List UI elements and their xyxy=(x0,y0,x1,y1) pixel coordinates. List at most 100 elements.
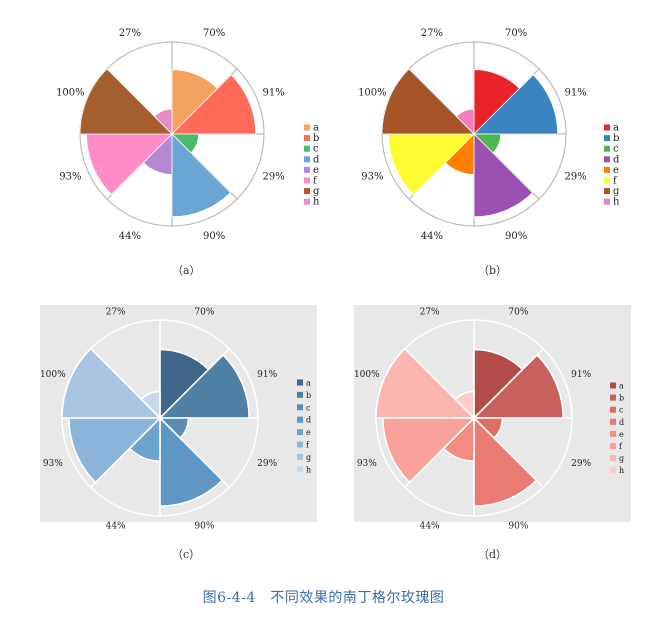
legend-label-d: d xyxy=(613,154,620,165)
legend-swatch-d xyxy=(297,416,303,423)
value-label-d: 90% xyxy=(194,522,214,532)
outer-ring-h xyxy=(403,319,475,420)
value-label-a: 70% xyxy=(505,28,527,39)
value-label-a: 70% xyxy=(203,28,225,39)
outer-ring-h xyxy=(408,41,475,136)
legend-label-d: d xyxy=(313,154,320,165)
legend-label-c: c xyxy=(313,144,319,155)
wedge-g xyxy=(61,347,162,419)
legend-swatch-e xyxy=(604,166,610,173)
value-label-f: 93% xyxy=(361,172,383,183)
legend-swatch-d xyxy=(610,418,616,425)
legend-swatch-c xyxy=(304,145,310,152)
legend-label-c: c xyxy=(306,403,311,412)
legend-label-d: d xyxy=(306,416,311,425)
legend-swatch-d xyxy=(604,156,610,163)
legend-label-c: c xyxy=(619,406,624,415)
legend-swatch-b xyxy=(610,394,616,401)
legend-swatch-f xyxy=(304,177,310,184)
value-label-d: 90% xyxy=(508,522,528,532)
wedge-g xyxy=(79,68,173,135)
panel-label-d: （d） xyxy=(478,548,508,561)
legend-swatch-g xyxy=(297,453,303,460)
wedge-h xyxy=(454,390,475,420)
legend-swatch-e xyxy=(304,166,310,173)
wedge-f xyxy=(86,133,173,196)
legend-label-a: a xyxy=(306,379,311,388)
value-label-c: 29% xyxy=(263,172,285,183)
wedge-h xyxy=(140,390,161,420)
value-label-b: 91% xyxy=(263,87,285,98)
panel-label-c: （c） xyxy=(172,548,201,561)
value-label-c: 29% xyxy=(565,172,587,183)
legend-swatch-b xyxy=(304,135,310,142)
legend-swatch-f xyxy=(297,441,303,448)
value-label-f: 93% xyxy=(43,459,63,469)
legend-label-g: g xyxy=(306,453,311,462)
legend-swatch-c xyxy=(604,145,610,152)
legend-label-g: g xyxy=(619,454,624,463)
legend-swatch-d xyxy=(304,156,310,163)
wedge-f xyxy=(382,417,476,484)
legend-label-f: f xyxy=(313,176,318,187)
value-label-f: 93% xyxy=(59,172,81,183)
legend-swatch-h xyxy=(610,467,616,474)
legend-label-h: h xyxy=(313,197,320,208)
wedge-g xyxy=(381,68,475,135)
legend-swatch-a xyxy=(610,382,616,389)
value-label-g: 100% xyxy=(354,370,380,380)
value-label-e: 44% xyxy=(420,522,440,532)
wedge-b xyxy=(171,74,257,135)
outer-ring-h xyxy=(106,41,173,136)
value-label-b: 91% xyxy=(257,370,277,380)
legend-label-e: e xyxy=(306,428,311,437)
value-label-a: 70% xyxy=(508,307,528,317)
legend-label-a: a xyxy=(613,123,619,134)
legend-swatch-g xyxy=(604,188,610,195)
value-label-g: 100% xyxy=(358,87,387,98)
wedge-f xyxy=(388,133,475,196)
wedge-g xyxy=(375,347,476,419)
legend-label-h: h xyxy=(613,197,620,208)
value-label-f: 93% xyxy=(357,459,377,469)
legend-label-f: f xyxy=(306,441,310,450)
legend-swatch-h xyxy=(604,198,610,205)
legend-swatch-g xyxy=(610,455,616,462)
legend-swatch-a xyxy=(304,124,310,131)
legend-swatch-a xyxy=(604,124,610,131)
outer-ring-c xyxy=(158,417,259,489)
legend-swatch-g xyxy=(304,188,310,195)
value-label-e: 44% xyxy=(421,231,443,242)
legend-swatch-e xyxy=(297,429,303,436)
wedge-d xyxy=(473,133,534,218)
value-label-h: 27% xyxy=(421,28,443,39)
wedge-d xyxy=(473,416,538,508)
outer-ring-c xyxy=(472,133,567,200)
legend-label-a: a xyxy=(619,382,624,391)
value-label-c: 29% xyxy=(257,459,277,469)
panel-label-b: （b） xyxy=(478,264,508,277)
value-label-g: 100% xyxy=(56,87,85,98)
legend-swatch-a xyxy=(297,379,303,386)
wedge-f xyxy=(68,417,162,484)
legend-swatch-b xyxy=(604,135,610,142)
legend-label-g: g xyxy=(313,186,320,197)
panel-label-a: （a） xyxy=(172,264,201,277)
value-label-a: 70% xyxy=(194,307,214,317)
outer-ring-c xyxy=(170,133,265,200)
value-label-h: 27% xyxy=(119,28,141,39)
legend-label-e: e xyxy=(619,430,624,439)
legend-label-b: b xyxy=(306,391,311,400)
legend-label-f: f xyxy=(619,442,623,451)
legend-swatch-h xyxy=(304,198,310,205)
value-label-d: 90% xyxy=(505,231,527,242)
legend-label-b: b xyxy=(619,394,624,403)
legend-label-h: h xyxy=(619,466,624,475)
value-label-d: 90% xyxy=(203,231,225,242)
wedge-d xyxy=(171,133,232,218)
legend-swatch-c xyxy=(610,406,616,413)
value-label-g: 100% xyxy=(40,370,66,380)
legend-swatch-e xyxy=(610,430,616,437)
legend-swatch-f xyxy=(604,177,610,184)
